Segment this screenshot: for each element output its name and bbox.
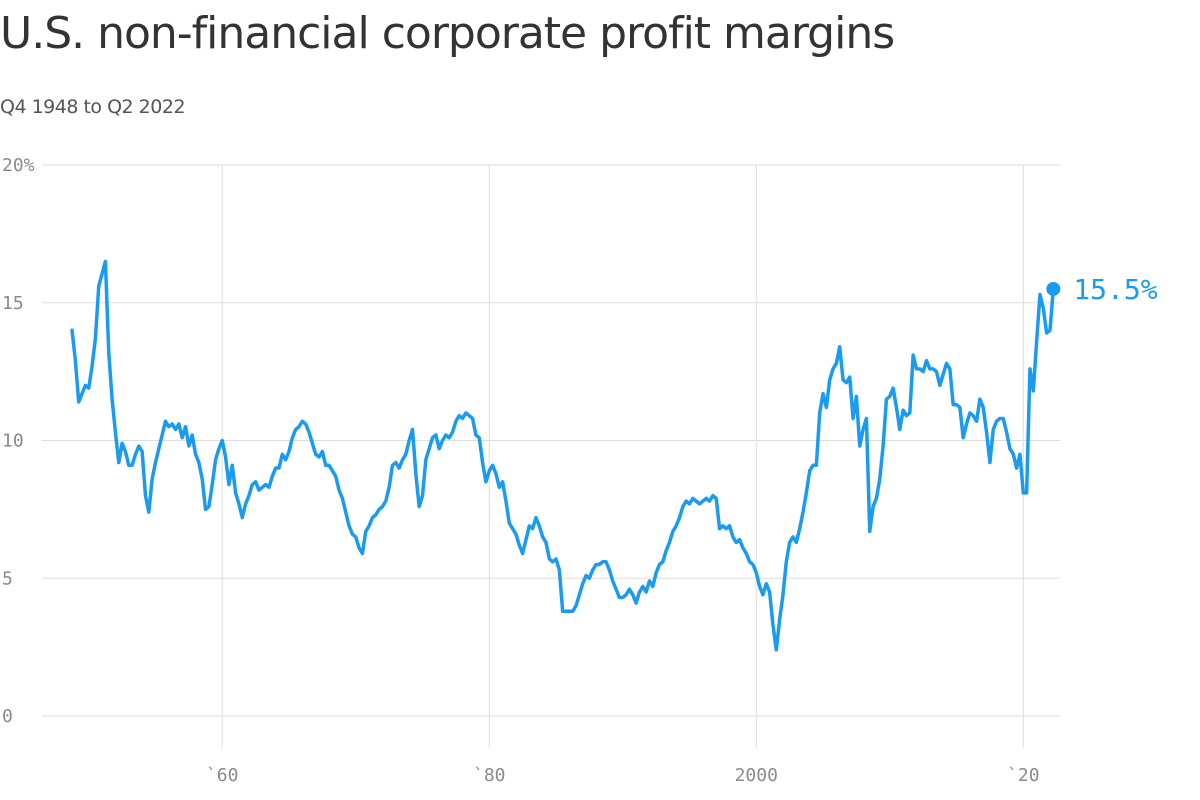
horizontal-gridlines (42, 164, 1060, 717)
x-tick-label: `20 (1007, 765, 1040, 786)
latest-value-dot (1046, 281, 1061, 296)
x-tick-label: `80 (473, 765, 506, 786)
vertical-gridlines (221, 165, 1024, 748)
y-tick-label: 0 (2, 706, 13, 727)
y-tick-label: 15 (2, 293, 24, 314)
profit-margin-line (70, 259, 1056, 652)
y-axis-tick-labels: 0 5 10 15 20% (2, 155, 35, 727)
chart-subtitle: Q4 1948 to Q2 2022 (0, 96, 186, 118)
chart-title: U.S. non-financial corporate profit marg… (0, 8, 895, 59)
x-tick-label: `60 (206, 765, 239, 786)
x-tick-label: 2000 (735, 765, 778, 786)
latest-value-label: 15.5% (1073, 273, 1157, 306)
x-axis-tick-labels: `60 `80 2000 `20 (206, 765, 1040, 786)
y-tick-label: 10 (2, 431, 24, 452)
y-tick-label: 20% (2, 155, 35, 176)
y-tick-label: 5 (2, 568, 13, 589)
